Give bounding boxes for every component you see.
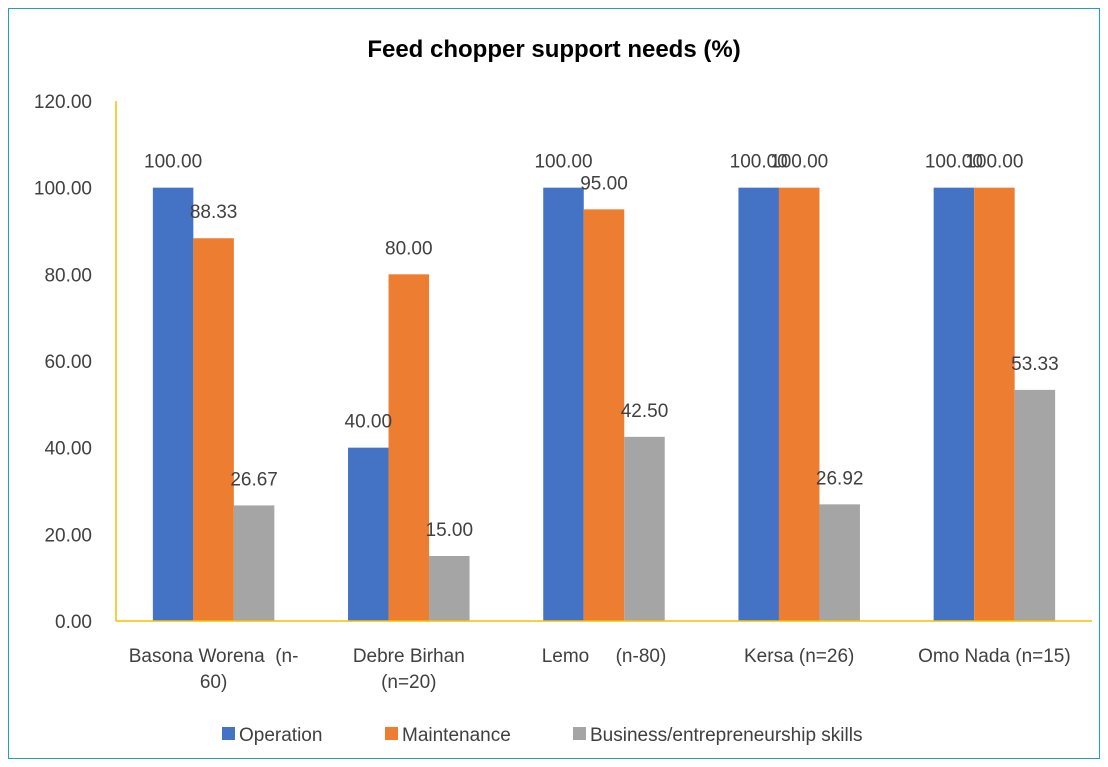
legend-label: Operation — [239, 725, 322, 746]
data-label: 100.00 — [144, 152, 202, 173]
x-tick-label: Debre Birhan — [353, 646, 465, 667]
bar-business-entrepreneurship-skills — [624, 436, 665, 621]
data-label: 15.00 — [426, 520, 474, 541]
legend-swatch — [222, 727, 235, 740]
data-label: 40.00 — [345, 412, 393, 433]
bar-business-entrepreneurship-skills — [1014, 389, 1056, 621]
y-tick-label: 80.00 — [44, 265, 92, 286]
x-tick-label: 60) — [200, 672, 227, 693]
chart-title: Feed chopper support needs (%) — [367, 36, 741, 63]
bar-business-entrepreneurship-skills — [819, 504, 860, 621]
x-tick-label: Kersa (n=26) — [744, 646, 854, 667]
data-label: 100.00 — [730, 152, 788, 173]
bar-maintenance — [193, 238, 234, 621]
bar-maintenance — [388, 274, 430, 621]
bar-operation — [152, 187, 194, 621]
data-label: 80.00 — [385, 238, 433, 259]
x-tick-label: Lemo (n-80) — [542, 646, 667, 667]
bar-operation — [543, 187, 584, 621]
y-tick-label: 60.00 — [44, 352, 92, 373]
data-label: 26.67 — [230, 469, 278, 490]
y-tick-label: 120.00 — [34, 92, 92, 113]
data-label: 88.33 — [190, 202, 238, 223]
legend-swatch — [573, 727, 586, 740]
legend-label: Business/entrepreneurship skills — [590, 725, 862, 746]
x-tick-label: Basona Worena (n- — [129, 646, 299, 667]
x-tick-label: Omo Nada (n=15) — [918, 646, 1071, 667]
legend-label: Maintenance — [402, 725, 511, 746]
data-label: 26.92 — [816, 468, 864, 489]
data-label: 100.00 — [965, 152, 1023, 173]
data-label: 42.50 — [621, 401, 669, 422]
bar-maintenance — [583, 209, 625, 622]
bar-operation — [738, 187, 779, 621]
bar-operation — [348, 447, 389, 621]
bar-maintenance — [778, 187, 820, 621]
y-tick-label: 100.00 — [34, 179, 92, 200]
data-label: 100.00 — [925, 152, 983, 173]
y-tick-label: 40.00 — [44, 439, 92, 460]
data-label: 53.33 — [1011, 354, 1059, 375]
x-tick-label: (n=20) — [381, 672, 436, 693]
bar-business-entrepreneurship-skills — [233, 505, 275, 621]
bar-operation — [933, 187, 975, 621]
bar-maintenance — [974, 187, 1015, 621]
bar-business-entrepreneurship-skills — [429, 556, 470, 621]
data-label: 95.00 — [580, 173, 628, 194]
data-label: 100.00 — [534, 152, 592, 173]
y-tick-label: 0.00 — [55, 612, 92, 633]
legend-swatch — [385, 727, 398, 740]
y-tick-label: 20.00 — [44, 525, 92, 546]
data-label: 100.00 — [770, 152, 828, 173]
